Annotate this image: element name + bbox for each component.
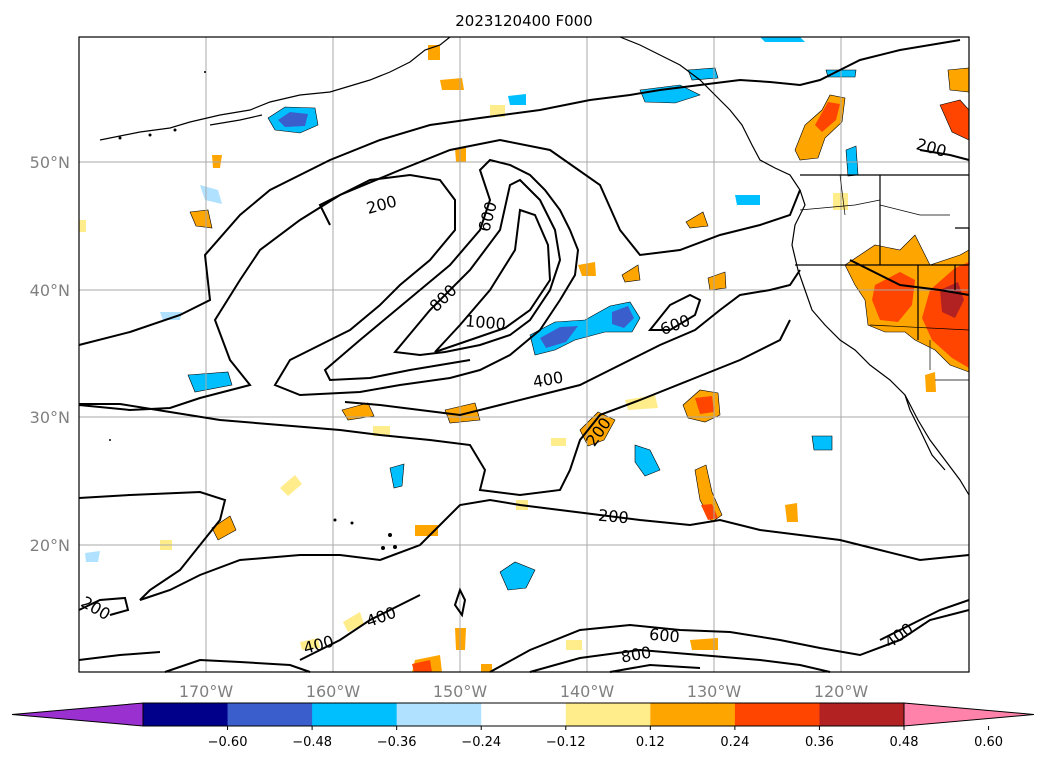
lon-label: 120°W xyxy=(814,682,869,701)
lat-label: 50°N xyxy=(30,153,70,172)
longitude-labels: 170°W 160°W 150°W 140°W 130°W 120°W xyxy=(179,682,869,701)
colorbar-tick-label: −0.36 xyxy=(377,735,417,750)
colorbar-tick-label: −0.60 xyxy=(208,735,248,750)
colorbar-segment xyxy=(396,703,482,726)
colorbar-extend-low xyxy=(11,702,144,727)
colorbar-segment xyxy=(819,703,905,726)
colorbar-segment xyxy=(565,703,651,726)
colorbar: −0.60 −0.48 −0.36 −0.24 −0.12 0.12 0.24 0.36 0.4… xyxy=(11,702,1035,750)
colorbar-frame xyxy=(142,702,905,727)
contour-label: 600 xyxy=(648,625,680,647)
colorbar-tick-label: −0.24 xyxy=(461,735,501,750)
colorbar-tick-label: −0.12 xyxy=(546,735,586,750)
contour-label: 200 xyxy=(597,506,629,528)
state-borders xyxy=(799,174,970,381)
colorbar-segment xyxy=(312,703,398,726)
lon-label: 160°W xyxy=(306,682,361,701)
lon-label: 150°W xyxy=(433,682,488,701)
colorbar-extend-high xyxy=(903,702,1035,727)
colorbar-tick-label: −0.48 xyxy=(292,735,332,750)
coastlines xyxy=(99,36,970,496)
lat-label: 20°N xyxy=(30,536,70,555)
colorbar-segment xyxy=(143,703,229,726)
colorbar-tick-label: 0.36 xyxy=(805,735,834,750)
lon-label: 170°W xyxy=(179,682,234,701)
lat-label: 30°N xyxy=(30,408,70,427)
map-panel: 200 600 800 1000 600 400 200 200 200 400… xyxy=(78,36,970,673)
colorbar-tick-label: 0.48 xyxy=(890,735,919,750)
colorbar-segment xyxy=(227,703,313,726)
islands xyxy=(109,71,397,550)
negative-shading xyxy=(85,37,859,591)
positive-shading xyxy=(79,45,970,672)
map-frame xyxy=(78,36,970,673)
colorbar-segment xyxy=(481,703,567,726)
contour-label: 1000 xyxy=(464,311,506,333)
lat-label: 40°N xyxy=(30,281,70,300)
gridlines xyxy=(79,37,969,672)
latitude-labels: 50°N 40°N 30°N 20°N xyxy=(30,153,70,555)
colorbar-tick-label: 0.60 xyxy=(974,735,1003,750)
colorbar-tick-label: 0.24 xyxy=(720,735,749,750)
map-title: 2023120400 F000 xyxy=(455,12,592,30)
colorbar-segment xyxy=(734,703,820,726)
lon-label: 130°W xyxy=(687,682,742,701)
lon-label: 140°W xyxy=(560,682,615,701)
contours xyxy=(78,39,970,673)
colorbar-segment xyxy=(650,703,736,726)
colorbar-tick-label: 0.12 xyxy=(636,735,665,750)
